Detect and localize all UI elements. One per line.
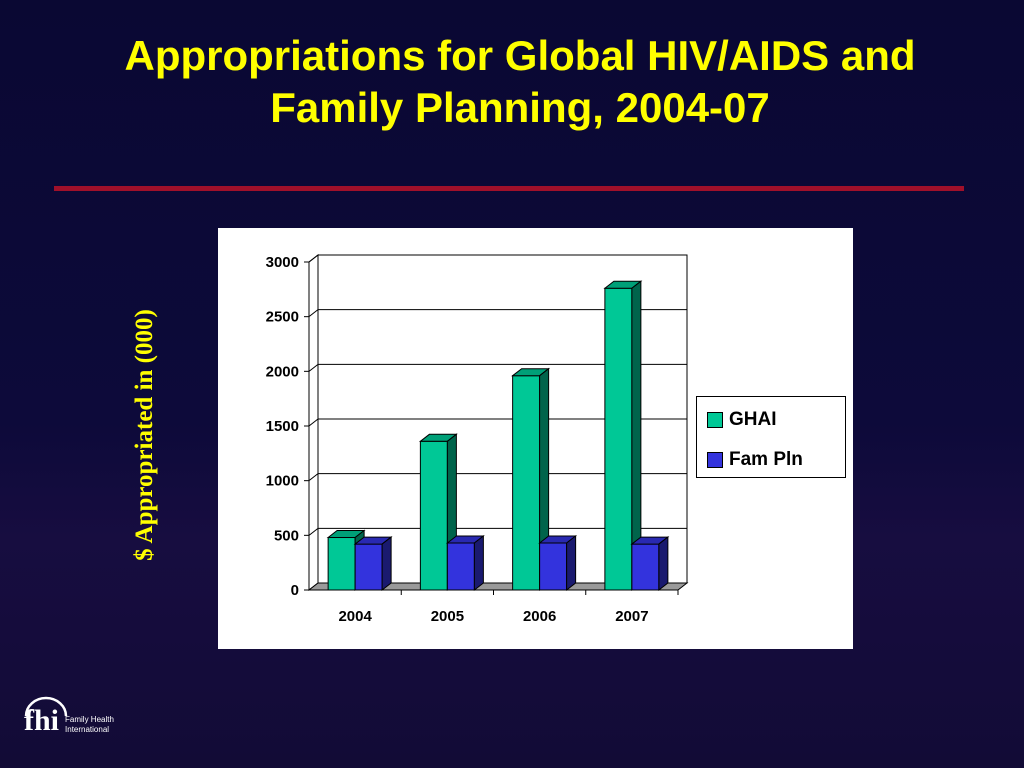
bar-side-fam-pln-2007	[658, 536, 669, 592]
logo-name: Family Health International	[65, 715, 114, 735]
logo-arc-icon	[24, 696, 68, 717]
legend-label-fam-pln: Fam Pln	[729, 449, 803, 470]
chart-panel: 0 500 1000 1500 2000 2500 3000 2004 2005 2006 2007…	[218, 228, 853, 649]
x-tick-label-2005: 2005	[431, 608, 464, 625]
bar-fam-pln-2004	[354, 543, 383, 591]
logo-mark: fhi	[24, 696, 68, 737]
legend-label-ghai: GHAI	[729, 409, 777, 430]
slide-title: Appropriations for Global HIV/AIDS and F…	[20, 30, 1020, 134]
bar-ghai-2005	[419, 440, 448, 591]
bar-side-fam-pln-2006	[566, 534, 577, 592]
slide-title-line-2: Family Planning, 2004-07	[270, 84, 770, 131]
logo-name-line-1: Family Health	[65, 715, 114, 724]
bar-fam-pln-2006	[539, 542, 568, 591]
legend-swatch-fam-pln	[707, 452, 723, 468]
y-tick-label: 3000	[266, 254, 299, 271]
bar-chart: 0 500 1000 1500 2000 2500 3000 2004 2005 2006 2007	[266, 253, 689, 625]
gridline-side	[308, 309, 319, 318]
legend-swatch-ghai	[707, 412, 723, 428]
y-tick-label: 0	[291, 582, 299, 599]
y-tick-label: 500	[274, 527, 299, 544]
gridline-side	[308, 473, 319, 482]
logo-name-line-2: International	[65, 725, 110, 734]
y-axis-title: $ Appropriated in (000)	[131, 309, 158, 561]
gridline-side	[308, 363, 319, 372]
gridline-side	[308, 527, 319, 536]
title-divider	[54, 186, 964, 191]
bar-side-fam-pln-2004	[381, 536, 392, 592]
bar-fam-pln-2007	[631, 543, 660, 591]
gridline-side	[308, 254, 319, 263]
fhi-logo: fhi Family Health International	[24, 696, 114, 737]
gridline-side	[308, 418, 319, 427]
y-tick-label: 1500	[266, 418, 299, 435]
chart-legend: GHAI Fam Pln	[696, 396, 846, 478]
slide-title-line-1: Appropriations for Global HIV/AIDS and	[124, 32, 916, 79]
legend-item-fam-pln: Fam Pln	[707, 449, 803, 471]
bar-ghai-2007	[604, 287, 633, 591]
y-tick-label: 1000	[266, 473, 299, 490]
bar-side-fam-pln-2005	[473, 534, 484, 592]
x-tick-label-2007: 2007	[615, 608, 648, 625]
y-tick-label: 2000	[266, 363, 299, 380]
x-tick-label-2004: 2004	[338, 608, 372, 625]
legend-item-ghai: GHAI	[707, 409, 777, 431]
bar-ghai-2006	[512, 375, 541, 591]
bar-fam-pln-2005	[446, 542, 475, 591]
x-tick-label-2006: 2006	[523, 608, 556, 625]
logo-mark-text: fhi	[24, 704, 60, 737]
bar-ghai-2004	[327, 537, 356, 591]
y-tick-label: 2500	[266, 309, 299, 326]
